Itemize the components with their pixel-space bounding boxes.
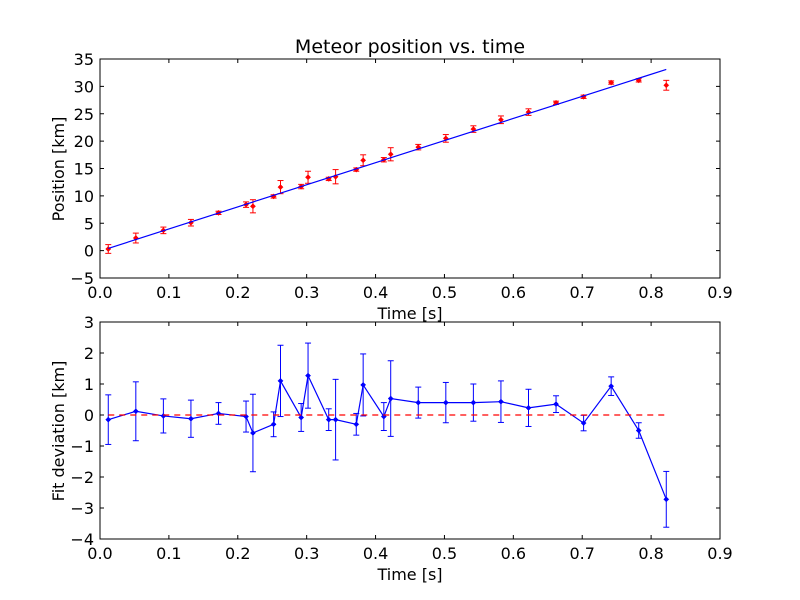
data-point [663, 82, 670, 89]
x-tick-label: 0.5 [432, 283, 457, 302]
x-tick-label: 0.7 [569, 544, 594, 563]
data-point [525, 404, 532, 411]
x-tick-label: 0.6 [501, 544, 526, 563]
x-tick-label: 0.9 [707, 544, 732, 563]
x-axis-label: Time [s] [376, 304, 442, 323]
y-tick-label: 10 [74, 187, 94, 206]
axes-frame [99, 58, 721, 279]
axes-frame [99, 321, 721, 540]
y-tick-label: 1 [84, 375, 94, 394]
data-point [387, 151, 394, 158]
data-point [132, 408, 139, 415]
x-tick-label: 0.4 [363, 544, 388, 563]
y-axis-label: Fit deviation [km] [49, 361, 68, 502]
x-tick-label: 0.1 [156, 283, 181, 302]
x-tick-label: 0.2 [225, 283, 250, 302]
y-axis-label: Position [km] [49, 117, 68, 222]
fit-line [108, 68, 667, 250]
y-tick-label: −5 [70, 269, 94, 288]
data-point [332, 416, 339, 423]
x-tick-label: 0.5 [432, 544, 457, 563]
data-point [635, 427, 642, 434]
y-tick-label: −4 [70, 530, 94, 549]
x-tick-label: 0.7 [569, 283, 594, 302]
x-tick-label: 0.6 [501, 283, 526, 302]
plot-area [105, 342, 670, 528]
data-point [249, 203, 256, 210]
data-point [360, 157, 367, 164]
y-tick-label: 0 [84, 242, 94, 261]
data-point [360, 381, 367, 388]
y-tick-label: 25 [74, 105, 94, 124]
y-tick-label: 2 [84, 344, 94, 363]
y-tick-label: 15 [74, 160, 94, 179]
x-tick-label: 0.3 [294, 544, 319, 563]
x-tick-label: 0.2 [225, 544, 250, 563]
y-tick-label: 30 [74, 77, 94, 96]
y-tick-label: 0 [84, 406, 94, 425]
y-tick-label: −2 [70, 468, 94, 487]
data-point [580, 420, 587, 427]
y-tick-label: 5 [84, 214, 94, 233]
data-point [442, 399, 449, 406]
data-point [277, 184, 284, 191]
plot-area [105, 68, 670, 254]
x-tick-label: 0.0 [87, 544, 112, 563]
data-point [525, 109, 532, 116]
x-tick-label: 0.8 [638, 544, 663, 563]
data-point [305, 174, 311, 181]
x-tick-label: 0.9 [707, 283, 732, 302]
data-point [470, 399, 477, 406]
data-point [387, 395, 394, 402]
x-tick-label: 0.3 [294, 283, 319, 302]
data-point [553, 401, 559, 408]
y-tick-label: −3 [70, 499, 94, 518]
y-tick-label: 35 [74, 50, 94, 69]
deviation-chart: Time [s] Fit deviation [km] 0.0 0.1 0.2 0.3… [49, 313, 733, 584]
position-chart: Meteor position vs. time Time [s] Positi… [49, 36, 733, 323]
x-tick-label: 0.1 [156, 544, 181, 563]
data-point [553, 99, 559, 106]
chart-title: Meteor position vs. time [295, 36, 525, 58]
data-point [325, 416, 332, 423]
data-point [497, 398, 504, 405]
x-tick-label: 0.8 [638, 283, 663, 302]
data-point [187, 415, 194, 422]
y-tick-label: 20 [74, 132, 94, 151]
y-tick-label: −1 [70, 437, 94, 456]
data-point [353, 421, 360, 428]
x-axis-label: Time [s] [376, 565, 442, 584]
axis-ticks: 0.0 0.1 0.2 0.3 0.4 0.5 0.6 0.7 0.8 0.9 −4 −3 −2 −1 0 1… [70, 313, 732, 563]
data-point [270, 421, 277, 428]
data-point [608, 383, 615, 390]
data-point [635, 77, 642, 84]
data-point [305, 372, 311, 379]
y-tick-label: 3 [84, 313, 94, 332]
data-point [249, 430, 256, 436]
data-point [298, 414, 305, 421]
data-point [415, 399, 422, 406]
x-tick-label: 0.4 [363, 283, 388, 302]
data-point [105, 416, 112, 423]
x-tick-label: 0.0 [87, 283, 112, 302]
data-point [277, 377, 284, 384]
data-point [608, 79, 615, 86]
data-point [663, 496, 670, 503]
